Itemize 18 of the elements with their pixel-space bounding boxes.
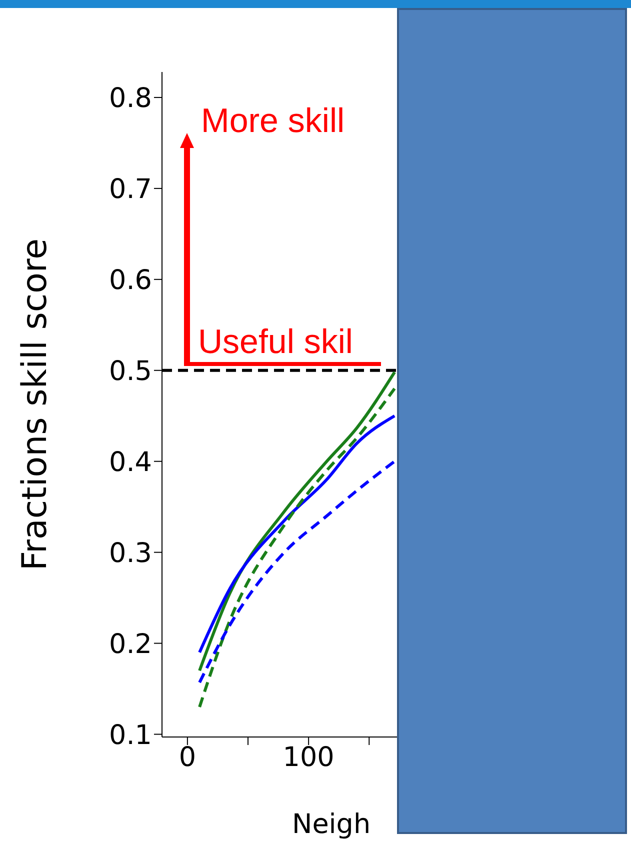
- y-tick-label: 0.7: [109, 174, 152, 206]
- y-tick-label: 0.5: [109, 356, 152, 387]
- x-tick-label: 100: [282, 742, 334, 774]
- line-series: [198, 370, 396, 672]
- y-tick-label: 0.3: [109, 538, 152, 569]
- x-axis-title: Neigh: [292, 809, 371, 840]
- line-series: [198, 387, 396, 708]
- line-series: [198, 414, 396, 654]
- line-series: [198, 460, 396, 684]
- y-tick-label: 0.2: [109, 628, 152, 660]
- annotation: More skill: [201, 102, 345, 140]
- y-tick-label: 0.1: [109, 720, 152, 751]
- x-tick-label: 0: [178, 742, 196, 774]
- y-tick-label: 0.4: [109, 446, 152, 478]
- y-axis-title: Fractions skill score: [15, 238, 55, 571]
- y-tick-label: 0.8: [109, 83, 152, 114]
- annotation: Useful skil: [198, 323, 353, 361]
- y-tick-label: 0.6: [109, 265, 152, 296]
